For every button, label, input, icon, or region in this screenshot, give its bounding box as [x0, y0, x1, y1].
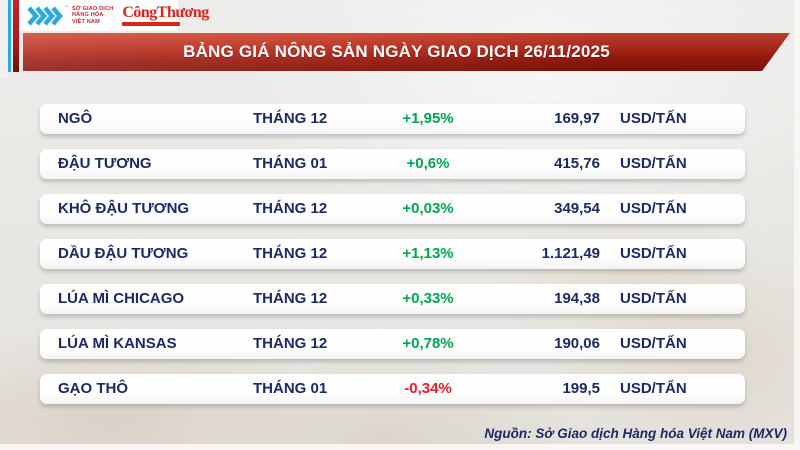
contract-month: THÁNG 12 — [253, 200, 328, 217]
price-unit: USD/TẤN — [620, 245, 687, 262]
price-value: 190,06 — [554, 335, 600, 352]
contract-month: THÁNG 12 — [253, 290, 328, 307]
congthuong-logo-text: CôngThương — [122, 4, 209, 21]
mxv-chevron-logo-icon: ™ — [25, 3, 68, 27]
mxv-trademark: ™ — [64, 3, 68, 9]
price-table: NGÔ THÁNG 12 +1,95% 169,97 USD/TẤN ĐẬU T… — [40, 104, 745, 419]
price-unit: USD/TẤN — [620, 335, 687, 352]
price-unit: USD/TẤN — [620, 290, 687, 307]
commodity-name: ĐẬU TƯƠNG — [58, 155, 152, 172]
price-unit: USD/TẤN — [620, 200, 687, 217]
price-value: 1.121,49 — [541, 245, 600, 262]
contract-month: THÁNG 12 — [253, 110, 328, 127]
table-row: NGÔ THÁNG 12 +1,95% 169,97 USD/TẤN — [40, 104, 745, 134]
table-row: LÚA MÌ CHICAGO THÁNG 12 +0,33% 194,38 US… — [40, 284, 745, 314]
page-title: BẢNG GIÁ NÔNG SẢN NGÀY GIAO DỊCH 26/11/2… — [183, 42, 610, 61]
price-value: 194,38 — [554, 290, 600, 307]
contract-month: THÁNG 01 — [253, 155, 328, 172]
source-credit: Nguồn: Sở Giao dịch Hàng hóa Việt Nam (M… — [484, 426, 787, 441]
contract-month: THÁNG 01 — [253, 380, 328, 397]
right-margin — [794, 0, 800, 450]
table-row: KHÔ ĐẬU TƯƠNG THÁNG 12 +0,03% 349,54 USD… — [40, 194, 745, 224]
price-value: 349,54 — [554, 200, 600, 217]
table-row: DẦU ĐẬU TƯƠNG THÁNG 12 +1,13% 1.121,49 U… — [40, 239, 745, 269]
congthuong-logo-bar — [122, 22, 181, 26]
table-row: GẠO THÔ THÁNG 01 -0,34% 199,5 USD/TẤN — [40, 374, 745, 404]
price-value: 415,76 — [554, 155, 600, 172]
commodity-name: KHÔ ĐẬU TƯƠNG — [58, 200, 190, 217]
title-banner: BẢNG GIÁ NÔNG SẢN NGÀY GIAO DỊCH 26/11/2… — [23, 33, 790, 71]
commodity-name: GẠO THÔ — [58, 380, 128, 397]
price-unit: USD/TẤN — [620, 380, 687, 397]
commodity-name: NGÔ — [58, 110, 93, 127]
contract-month: THÁNG 12 — [253, 245, 328, 262]
congthuong-logo: CôngThương — [122, 4, 209, 26]
left-margin — [0, 0, 8, 78]
accent-stripe-blue — [8, 0, 11, 72]
commodity-name: LÚA MÌ KANSAS — [58, 335, 177, 352]
accent-stripe-red — [13, 0, 19, 72]
header-logos: ™ SỞ GIAO DỊCH HÀNG HÓA VIỆT NAM CôngThư… — [20, 0, 209, 31]
bottom-margin — [0, 444, 800, 450]
commodity-name: DẦU ĐẬU TƯƠNG — [58, 245, 189, 262]
mxv-org-line: VIỆT NAM — [72, 18, 100, 25]
table-row: LÚA MÌ KANSAS THÁNG 12 +0,78% 190,06 USD… — [40, 329, 745, 359]
table-row: ĐẬU TƯƠNG THÁNG 01 +0,6% 415,76 USD/TẤN — [40, 149, 745, 179]
price-unit: USD/TẤN — [620, 155, 687, 172]
contract-month: THÁNG 12 — [253, 335, 328, 352]
mxv-org-name: SỞ GIAO DỊCH HÀNG HÓA VIỆT NAM — [72, 6, 113, 26]
commodity-name: LÚA MÌ CHICAGO — [58, 290, 185, 307]
price-unit: USD/TẤN — [620, 110, 687, 127]
price-value: 169,97 — [554, 110, 600, 127]
price-value: 199,5 — [562, 380, 600, 397]
